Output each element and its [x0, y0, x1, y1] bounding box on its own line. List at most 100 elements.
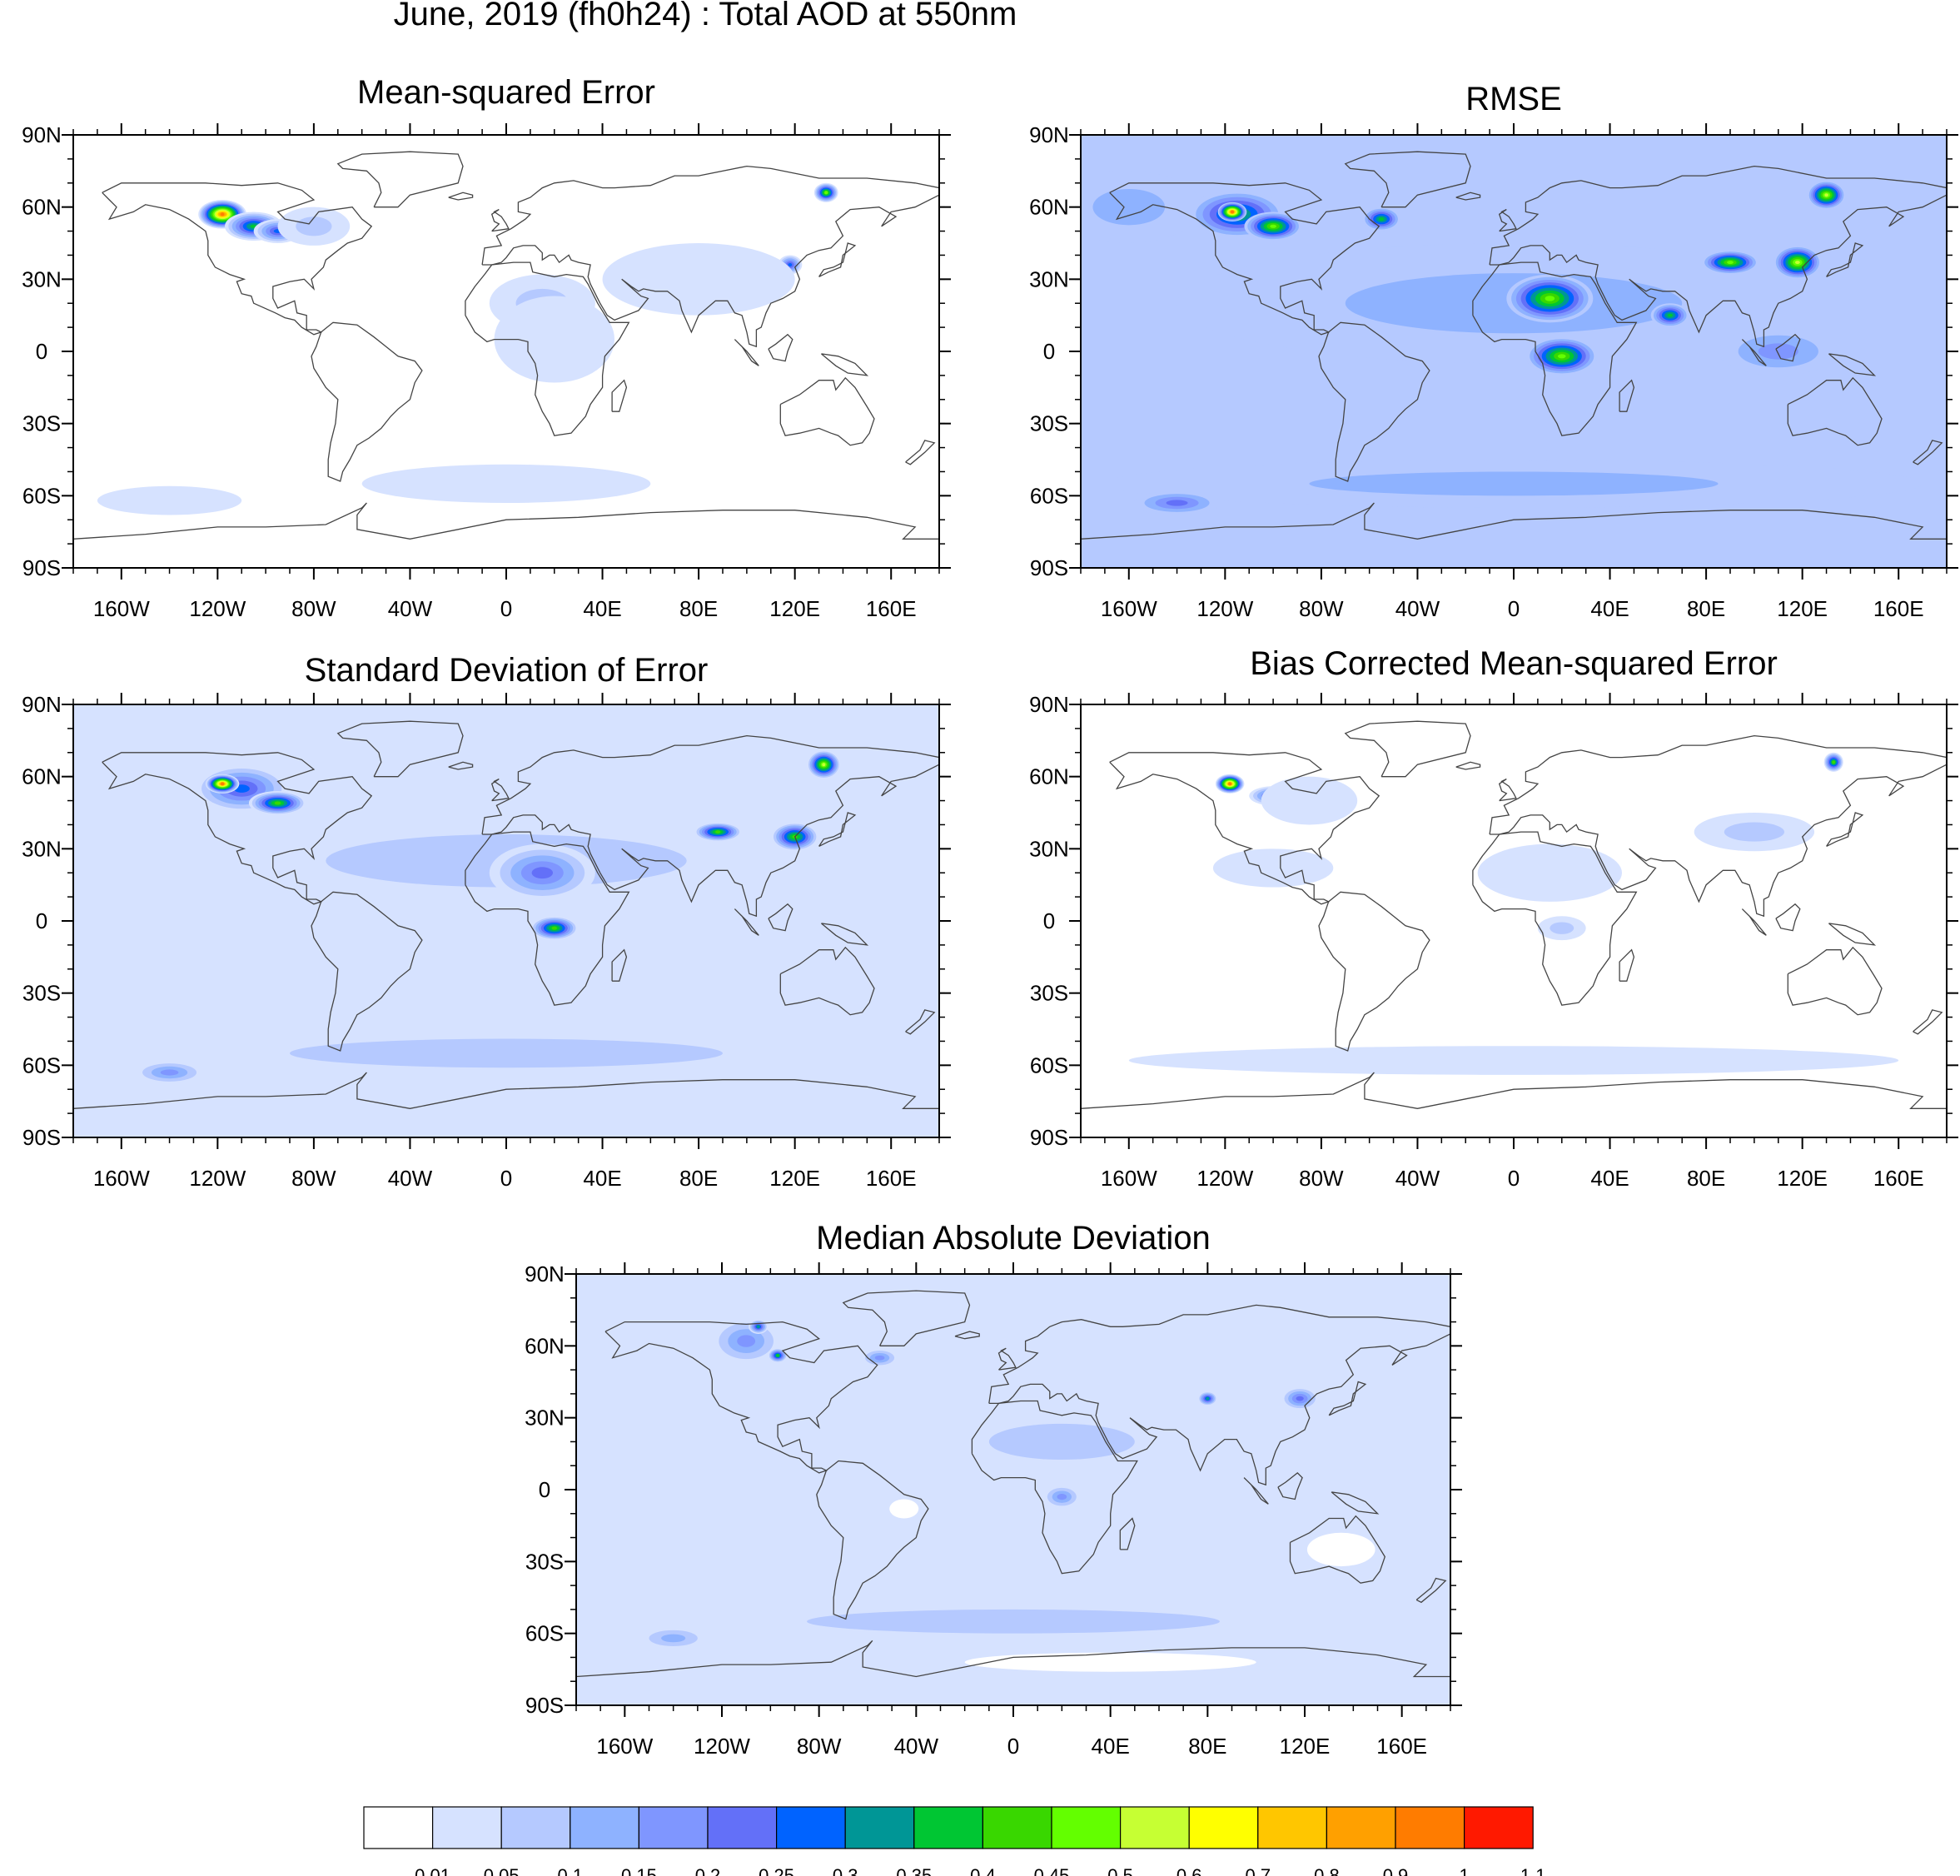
- coastline: [818, 242, 857, 277]
- y-tick-label: 90S: [22, 1125, 61, 1150]
- colorbar-swatch: [1188, 1806, 1259, 1849]
- coastline: [611, 948, 628, 982]
- x-tick-label: 120E: [769, 1166, 820, 1191]
- coastline: [102, 752, 373, 905]
- field-contour: [602, 243, 795, 316]
- colorbar-label: 0.15: [621, 1865, 657, 1876]
- field-contour: [290, 1038, 723, 1068]
- y-tick-label: 30S: [525, 1549, 564, 1574]
- x-tick-label: 160W: [93, 596, 150, 621]
- coastline: [102, 182, 373, 336]
- x-tick-label: 0: [1508, 596, 1520, 621]
- colorbar-label: 0.45: [1034, 1865, 1070, 1876]
- coastline: [490, 209, 510, 232]
- y-tick-label: 60S: [1030, 1052, 1068, 1077]
- coastline: [988, 1304, 1450, 1486]
- colorbar-swatch: [1051, 1806, 1122, 1849]
- coastline: [842, 1290, 971, 1346]
- coastline: [779, 946, 875, 1016]
- colorbar-label: 0.2: [695, 1865, 721, 1876]
- field-contour: [1212, 848, 1334, 888]
- x-tick-label: 80W: [291, 596, 336, 621]
- x-tick-label: 80E: [679, 1166, 718, 1191]
- coastline: [1109, 752, 1380, 905]
- coastline: [1318, 891, 1430, 1052]
- colorbar-label: 0.8: [1314, 1865, 1340, 1876]
- field-contour: [889, 1499, 919, 1519]
- coastline: [611, 379, 628, 412]
- x-tick-label: 40W: [388, 596, 433, 621]
- coastline: [1498, 779, 1517, 802]
- colorbar-label: 0.4: [970, 1865, 996, 1876]
- y-tick-label: 30S: [1030, 411, 1068, 436]
- coastline: [1787, 946, 1883, 1016]
- colorbar-swatch: [844, 1806, 915, 1849]
- panel-title: Standard Deviation of Error: [305, 652, 709, 689]
- coastline: [1344, 720, 1471, 778]
- panel-title: Mean-squared Error: [357, 74, 655, 111]
- x-tick-label: 80W: [1299, 596, 1344, 621]
- coastline: [971, 1400, 1138, 1575]
- coastline: [1328, 1381, 1367, 1416]
- x-tick-label: 120W: [1196, 596, 1253, 621]
- field-contour: [1477, 843, 1623, 902]
- colorbar-swatch: [1395, 1806, 1465, 1849]
- figure-title: June, 2019 (fh0h24) : Total AOD at 550nm: [394, 0, 1017, 32]
- coastline: [1081, 502, 1947, 540]
- field-contour: [1824, 193, 1828, 197]
- x-tick-label: 160W: [596, 1734, 653, 1759]
- x-tick-label: 40W: [894, 1734, 939, 1759]
- y-tick-label: 60S: [22, 483, 61, 508]
- coastline: [1344, 151, 1471, 208]
- y-tick-label: 30S: [22, 411, 61, 436]
- panel-rmse: RMSE 160W 120W 80W 40W 0 40E 80E 120E 160E 90N 60N 3…: [1029, 81, 1958, 621]
- coastline: [1826, 812, 1864, 847]
- coastline: [816, 1460, 929, 1620]
- colorbar-label: 0.5: [1107, 1865, 1133, 1876]
- coastline: [1913, 440, 1943, 465]
- coastline: [1787, 376, 1883, 446]
- coastline: [311, 321, 423, 482]
- x-tick-label: 40E: [1590, 596, 1629, 621]
- field-contour: [1231, 210, 1234, 214]
- coastline: [1741, 908, 1767, 936]
- x-tick-label: 40W: [1395, 596, 1440, 621]
- coastline: [820, 923, 869, 946]
- x-tick-label: 80E: [679, 596, 718, 621]
- colorbar-label: 0.1: [558, 1865, 584, 1876]
- y-tick-label: 90N: [22, 692, 62, 717]
- panel-mse: Mean-squared Error 160W 120W 80W 40W 0 40E 80E 1…: [22, 74, 951, 621]
- x-tick-label: 40W: [1395, 1166, 1440, 1191]
- field-contour: [756, 1325, 760, 1329]
- y-tick-label: 30N: [1029, 836, 1069, 861]
- y-tick-label: 0: [36, 908, 47, 933]
- y-tick-label: 90N: [525, 1261, 565, 1286]
- field-contour: [1092, 189, 1166, 226]
- coastline: [1277, 1472, 1303, 1500]
- field-contour: [1557, 354, 1566, 359]
- colorbar-swatch: [363, 1806, 434, 1849]
- colorbar-label: 0.05: [484, 1865, 520, 1876]
- colorbar-label: 1: [1459, 1865, 1469, 1876]
- colorbar-swatch: [1326, 1806, 1396, 1849]
- y-tick-label: 0: [1043, 908, 1055, 933]
- map-field: [73, 704, 939, 1137]
- coastline: [1826, 242, 1864, 277]
- x-tick-label: 0: [1508, 1166, 1520, 1191]
- y-tick-label: 60N: [525, 1333, 565, 1358]
- map-field: [1081, 135, 1947, 568]
- x-tick-label: 160W: [1101, 596, 1157, 621]
- field-contour: [531, 867, 554, 879]
- field-contour: [807, 1609, 1220, 1634]
- colorbar-label: 0.35: [896, 1865, 932, 1876]
- coastline: [1472, 261, 1638, 436]
- y-tick-label: 0: [1043, 339, 1055, 364]
- coastline: [336, 720, 464, 778]
- x-tick-label: 40E: [583, 596, 621, 621]
- panel-std: Standard Deviation of Error 160W 120W 80W 40…: [22, 652, 951, 1191]
- colorbar-label: 0.25: [759, 1865, 794, 1876]
- coastline: [1828, 353, 1877, 376]
- field-contour: [221, 782, 225, 786]
- y-tick-label: 30S: [1030, 981, 1068, 1006]
- coastline: [820, 353, 869, 376]
